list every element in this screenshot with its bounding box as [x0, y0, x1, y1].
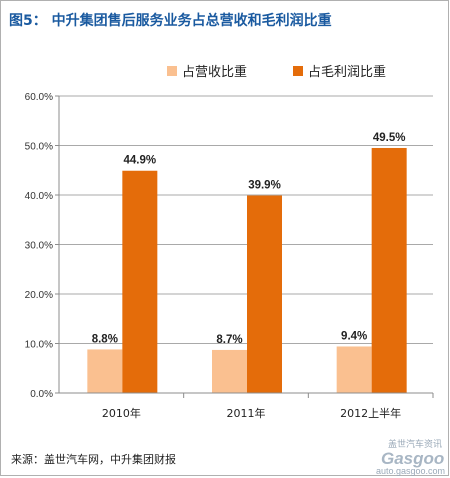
- chart-title: 图5： 中升集团售后服务业务占总营收和毛利润比重: [9, 12, 332, 29]
- data-label: 8.8%: [92, 333, 118, 345]
- y-tick-label: 60.0%: [25, 92, 53, 103]
- legend-swatch-revenue-share: [167, 66, 177, 76]
- bar: [371, 147, 407, 393]
- data-labels: 8.8% 44.9% 8.7% 39.9% 9.4% 49.5%: [92, 132, 406, 346]
- bar: [122, 170, 158, 393]
- data-label: 8.7%: [216, 334, 242, 346]
- legend-swatch-gross-profit-share: [293, 66, 303, 76]
- data-label: 39.9%: [248, 179, 281, 191]
- watermark-url: auto.gasgoo.com: [376, 466, 445, 476]
- y-tick-label: 0.0%: [30, 389, 53, 400]
- bar: [212, 349, 247, 393]
- x-axis-categories: 2010年 2011年 2012上半年: [102, 406, 401, 420]
- watermark-line1: 盖世汽车资讯: [388, 438, 442, 449]
- data-label: 44.9%: [124, 155, 157, 167]
- y-tick-label: 50.0%: [25, 142, 53, 153]
- x-category-label: 2012上半年: [340, 406, 401, 420]
- watermark: 盖世汽车资讯 Gasgoo auto.gasgoo.com: [376, 438, 445, 476]
- y-tick-label: 30.0%: [25, 241, 53, 252]
- watermark-logo: Gasgoo: [381, 449, 444, 468]
- x-category-label: 2010年: [102, 406, 141, 420]
- y-tick-label: 40.0%: [25, 191, 53, 202]
- data-label: 49.5%: [373, 132, 406, 144]
- legend-label-gross-profit-share: 占毛利润比重: [308, 64, 386, 80]
- y-tick-label: 10.0%: [25, 340, 53, 351]
- source-note: 来源：盖世汽车网，中升集团财报: [11, 452, 176, 466]
- y-tick-label: 20.0%: [25, 290, 53, 301]
- legend-label-revenue-share: 占营收比重: [182, 64, 247, 80]
- data-label: 9.4%: [341, 330, 367, 342]
- legend: 占营收比重 占毛利润比重: [167, 64, 386, 80]
- bar: [247, 195, 282, 393]
- bar: [336, 346, 372, 393]
- bar: [87, 349, 123, 393]
- y-axis-ticks: 0.0% 10.0% 20.0% 30.0% 40.0% 50.0% 60.0%: [25, 92, 53, 400]
- gridlines: [55, 95, 434, 398]
- bars: [87, 147, 407, 393]
- x-category-label: 2011年: [227, 406, 266, 420]
